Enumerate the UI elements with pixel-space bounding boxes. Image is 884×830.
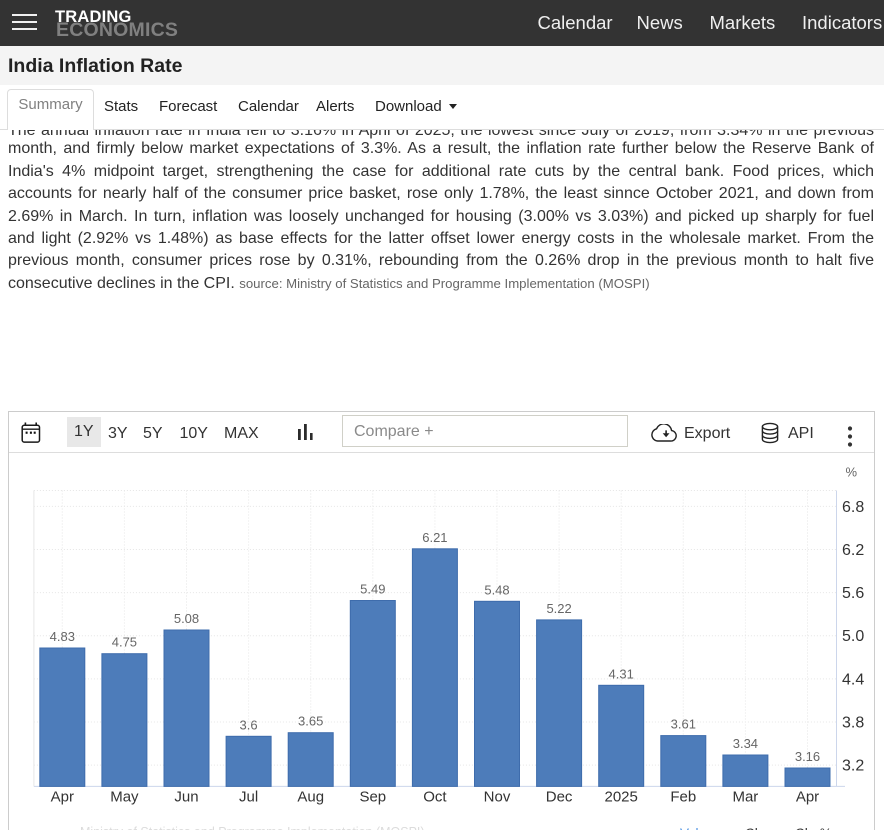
svg-text:3.34: 3.34 xyxy=(733,736,758,751)
svg-text:Value: Value xyxy=(680,826,714,830)
svg-text:6.21: 6.21 xyxy=(422,530,447,545)
svg-text:4.4: 4.4 xyxy=(842,671,864,688)
svg-text:5.22: 5.22 xyxy=(546,601,571,616)
svg-text:6.2: 6.2 xyxy=(842,542,864,559)
svg-text:Aug: Aug xyxy=(297,789,324,806)
svg-text:Jul: Jul xyxy=(239,789,258,806)
svg-text:5.48: 5.48 xyxy=(484,582,509,597)
svg-text:3.6: 3.6 xyxy=(240,717,258,732)
svg-text:4.83: 4.83 xyxy=(50,629,75,644)
svg-text:4.75: 4.75 xyxy=(112,635,137,650)
svg-text:3.16: 3.16 xyxy=(795,749,820,764)
svg-text:3.61: 3.61 xyxy=(671,717,696,732)
svg-text:5.6: 5.6 xyxy=(842,585,864,602)
svg-text:Change: Change xyxy=(745,826,792,830)
svg-text:6.8: 6.8 xyxy=(842,499,864,516)
svg-text:Ministry of Statistics and Pro: Ministry of Statistics and Programme Imp… xyxy=(80,825,425,830)
svg-text:Apr: Apr xyxy=(51,789,74,806)
svg-text:3.8: 3.8 xyxy=(842,715,864,732)
svg-text:Apr: Apr xyxy=(796,789,819,806)
svg-text:5.0: 5.0 xyxy=(842,628,864,645)
svg-text:3.65: 3.65 xyxy=(298,714,323,729)
svg-text:Sep: Sep xyxy=(359,789,386,806)
svg-text:%: % xyxy=(846,465,858,480)
svg-text:May: May xyxy=(110,789,139,806)
svg-text:Mar: Mar xyxy=(732,789,758,806)
svg-text:4.31: 4.31 xyxy=(609,666,634,681)
svg-text:Oct: Oct xyxy=(423,789,447,806)
svg-text:5.08: 5.08 xyxy=(174,611,199,626)
svg-text:3.2: 3.2 xyxy=(842,758,864,775)
svg-text:Chg%: Chg% xyxy=(795,826,832,830)
svg-text:Jun: Jun xyxy=(174,789,198,806)
svg-text:Nov: Nov xyxy=(484,789,511,806)
svg-text:5.49: 5.49 xyxy=(360,582,385,597)
svg-text:2025: 2025 xyxy=(605,789,638,806)
svg-text:Feb: Feb xyxy=(670,789,696,806)
svg-text:Dec: Dec xyxy=(546,789,573,806)
